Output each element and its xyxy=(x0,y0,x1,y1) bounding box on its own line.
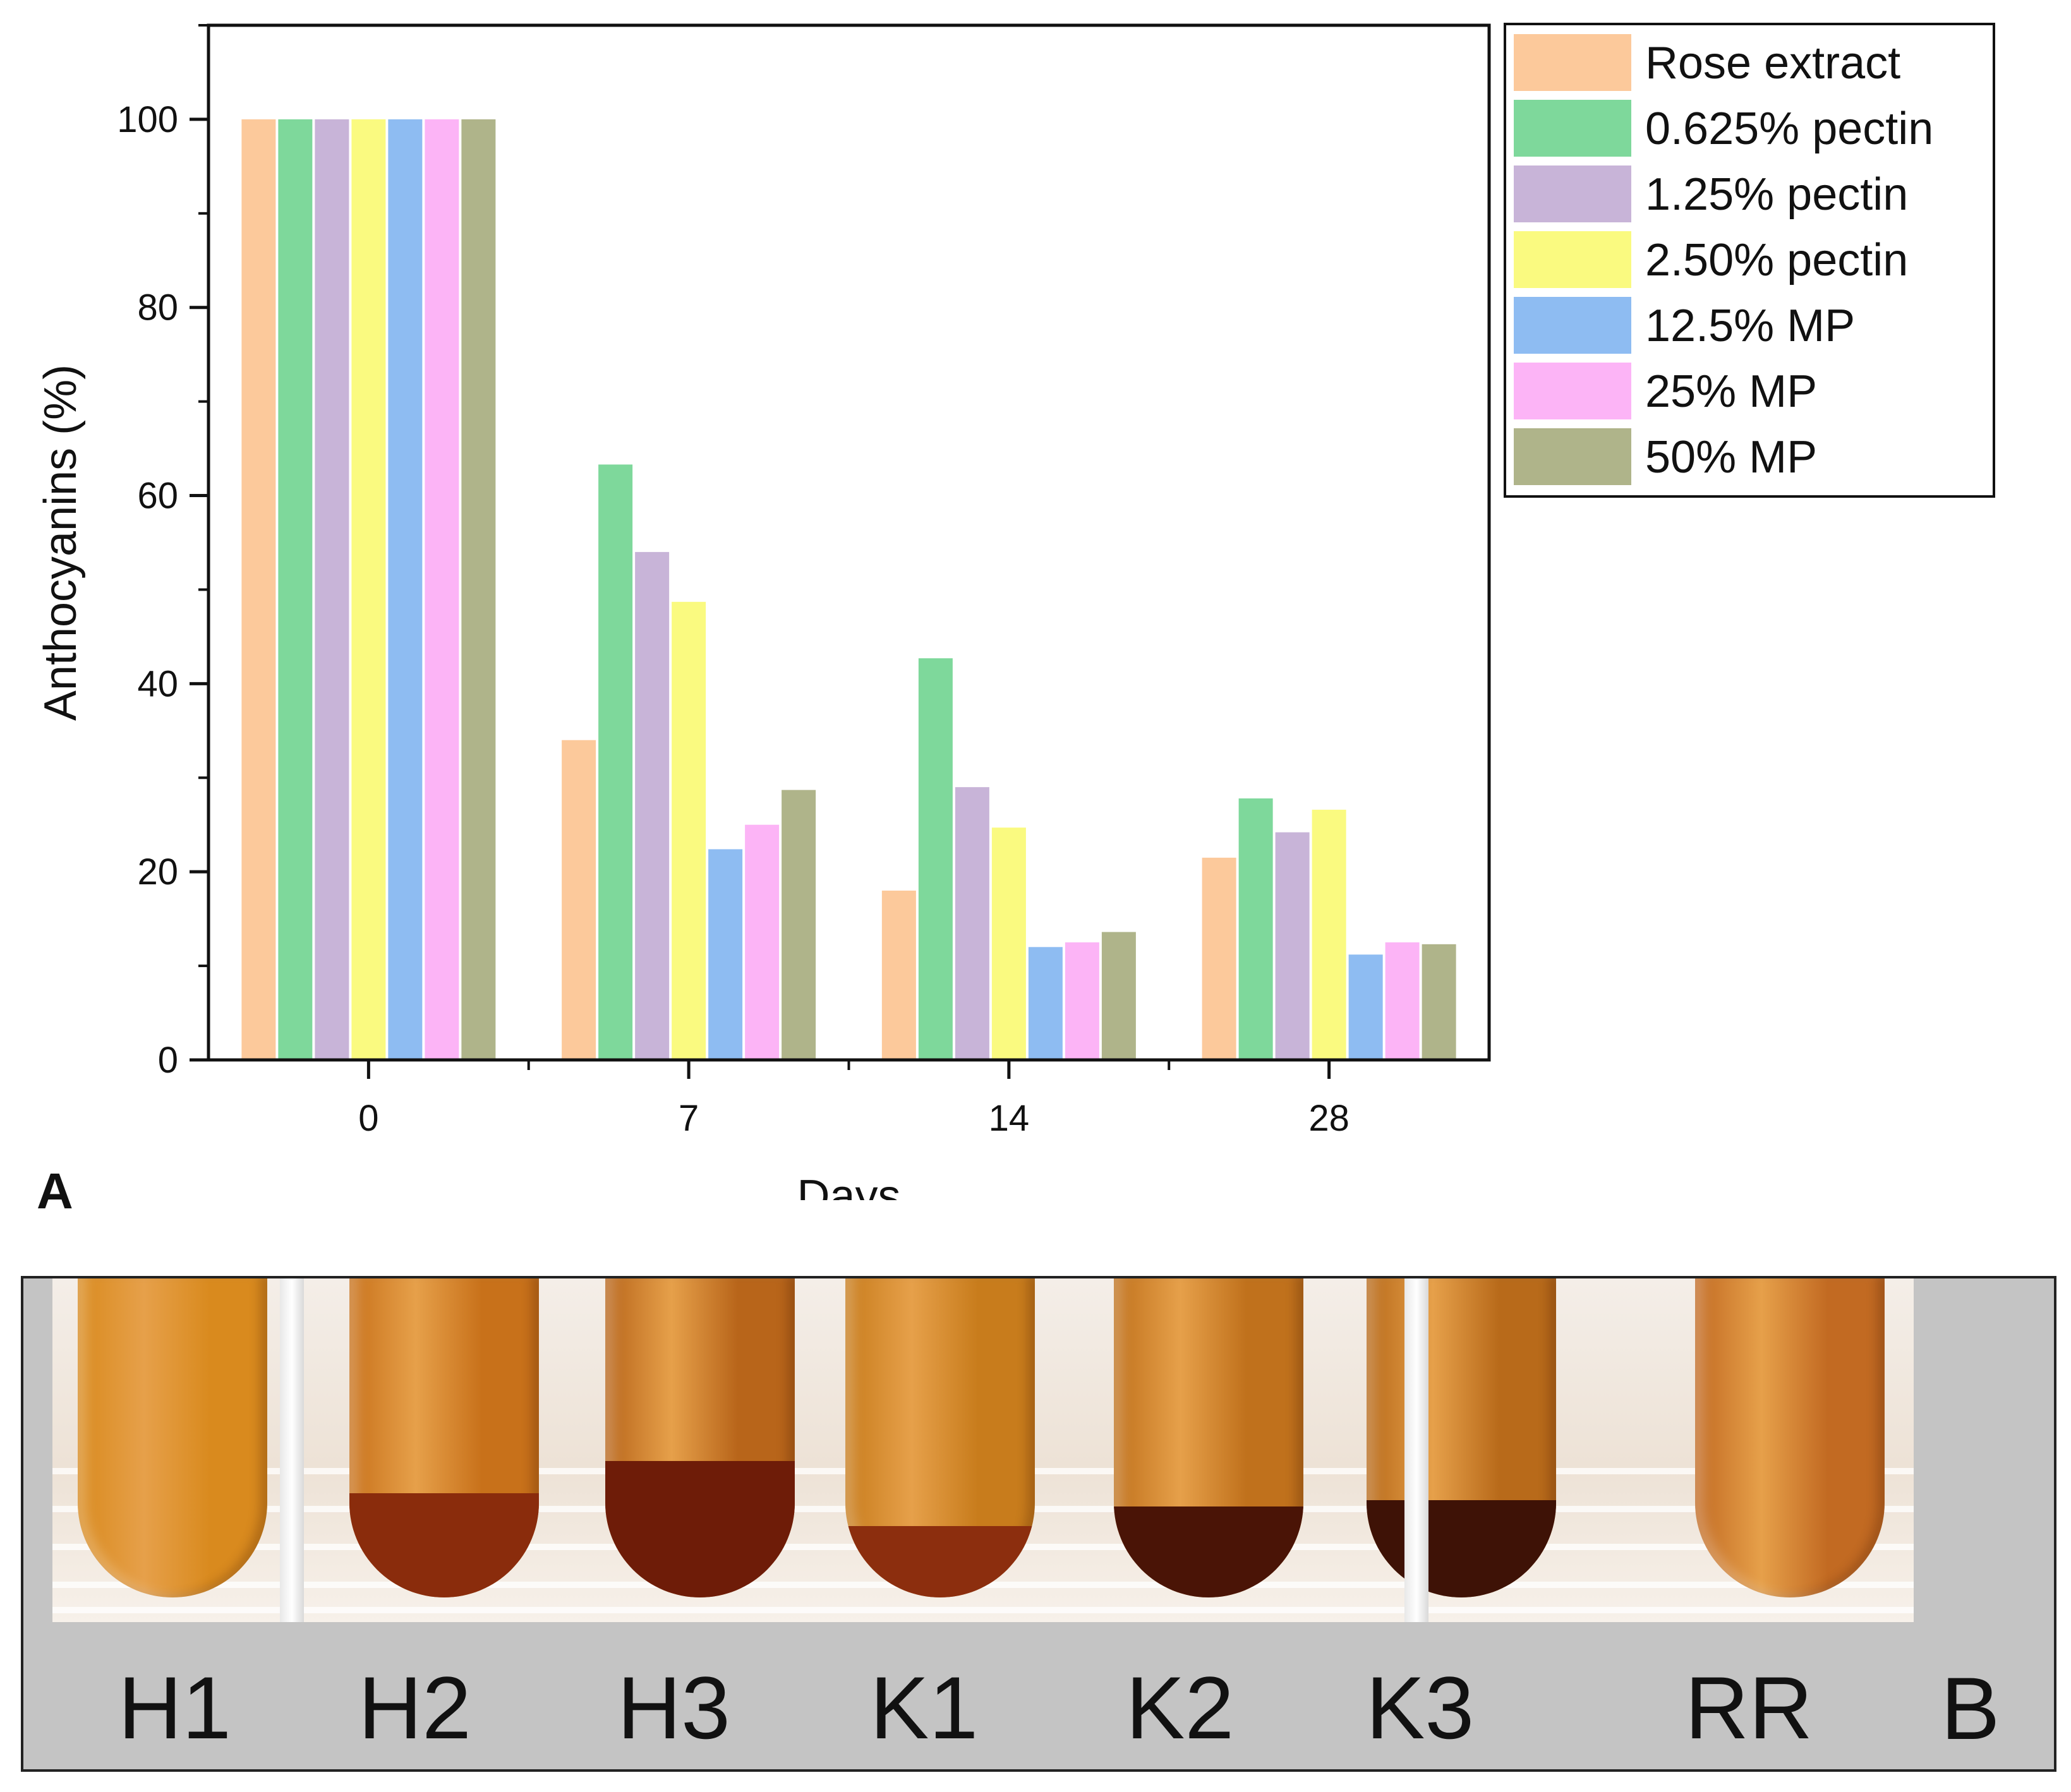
test-tube xyxy=(845,1278,1035,1597)
bar xyxy=(351,119,386,1061)
bar xyxy=(388,119,423,1061)
bar xyxy=(955,787,989,1060)
bar xyxy=(562,740,596,1060)
tube-label: RR xyxy=(1685,1658,1813,1757)
legend-swatch xyxy=(1514,165,1631,222)
test-tube xyxy=(605,1278,795,1597)
tube-sediment xyxy=(605,1460,795,1597)
legend-swatch xyxy=(1514,231,1631,288)
y-axis-title: Anthocyanins (%) xyxy=(35,364,86,721)
bar xyxy=(278,119,313,1061)
rack-wire xyxy=(52,1607,1914,1613)
legend-label: Rose extract xyxy=(1645,38,1900,88)
legend-swatch xyxy=(1514,34,1631,91)
tube-sediment xyxy=(349,1493,539,1597)
tube-label: K1 xyxy=(870,1658,979,1757)
test-tube xyxy=(349,1278,539,1597)
tube-sediment xyxy=(845,1525,1035,1597)
rack-rod xyxy=(1404,1278,1428,1622)
legend-swatch xyxy=(1514,297,1631,354)
test-tube xyxy=(1114,1278,1303,1597)
bar xyxy=(1238,798,1273,1060)
bar xyxy=(782,790,816,1060)
bar xyxy=(745,824,780,1060)
x-tick-label: 7 xyxy=(679,1098,699,1139)
bar xyxy=(708,849,743,1060)
x-tick-label: 14 xyxy=(989,1098,1030,1139)
legend-label: 0.625% pectin xyxy=(1645,104,1933,154)
tube-label: H2 xyxy=(358,1658,471,1757)
bar xyxy=(1348,954,1383,1060)
legend-label: 1.25% pectin xyxy=(1645,169,1908,220)
tube-label: K2 xyxy=(1126,1658,1235,1757)
y-tick-label: 60 xyxy=(137,476,178,517)
panel-a-label: A xyxy=(37,1163,73,1219)
test-tube xyxy=(78,1278,267,1597)
tube-label: K3 xyxy=(1366,1658,1475,1757)
bar xyxy=(315,119,349,1061)
tubes-photo xyxy=(52,1278,1914,1622)
rack-rod xyxy=(280,1278,304,1622)
bar xyxy=(241,119,276,1061)
bar xyxy=(598,464,633,1060)
bar-chart: 0 20 40 60 80 100 0 7 14 28 Days Anthocyanins (%) R… xyxy=(35,23,1995,1200)
bar xyxy=(461,119,496,1061)
legend-swatch xyxy=(1514,100,1631,157)
legend-swatch xyxy=(1514,428,1631,485)
y-tick-label: 80 xyxy=(137,287,178,328)
panel-b-photo-panel: H1 H2 H3 K1 K2 K3 RR B xyxy=(21,1276,2056,1772)
bar xyxy=(1422,944,1456,1060)
bar xyxy=(425,119,459,1061)
bar xyxy=(881,890,916,1060)
bar xyxy=(1202,857,1236,1060)
bar xyxy=(672,601,706,1060)
test-tube xyxy=(1695,1278,1885,1597)
legend-swatch xyxy=(1514,363,1631,419)
y-tick-label: 0 xyxy=(158,1040,178,1081)
bar xyxy=(1312,809,1346,1060)
bar xyxy=(1101,932,1136,1060)
y-tick-label: 100 xyxy=(117,99,178,140)
bar xyxy=(918,658,953,1060)
tube-sediment xyxy=(1367,1500,1556,1597)
x-axis-title: Days xyxy=(797,1171,900,1200)
tube-sediment xyxy=(1114,1506,1303,1597)
x-tick-label: 0 xyxy=(358,1098,378,1139)
y-tick-label: 40 xyxy=(137,663,178,704)
bar xyxy=(1275,832,1310,1060)
panel-b-label: B xyxy=(1941,1659,2000,1758)
tube-label: H3 xyxy=(617,1658,730,1757)
x-tick-label: 28 xyxy=(1308,1098,1349,1139)
legend-label: 12.5% MP xyxy=(1645,301,1855,351)
bar xyxy=(1385,942,1420,1060)
bar xyxy=(1028,947,1063,1060)
legend-label: 2.50% pectin xyxy=(1645,235,1908,286)
bar xyxy=(1065,942,1099,1060)
legend-label: 25% MP xyxy=(1645,366,1817,417)
bar xyxy=(991,827,1026,1060)
legend-label: 50% MP xyxy=(1645,432,1817,483)
test-tube xyxy=(1367,1278,1556,1597)
tube-label: H1 xyxy=(118,1658,231,1757)
y-tick-label: 20 xyxy=(137,851,178,893)
bar xyxy=(635,551,670,1060)
